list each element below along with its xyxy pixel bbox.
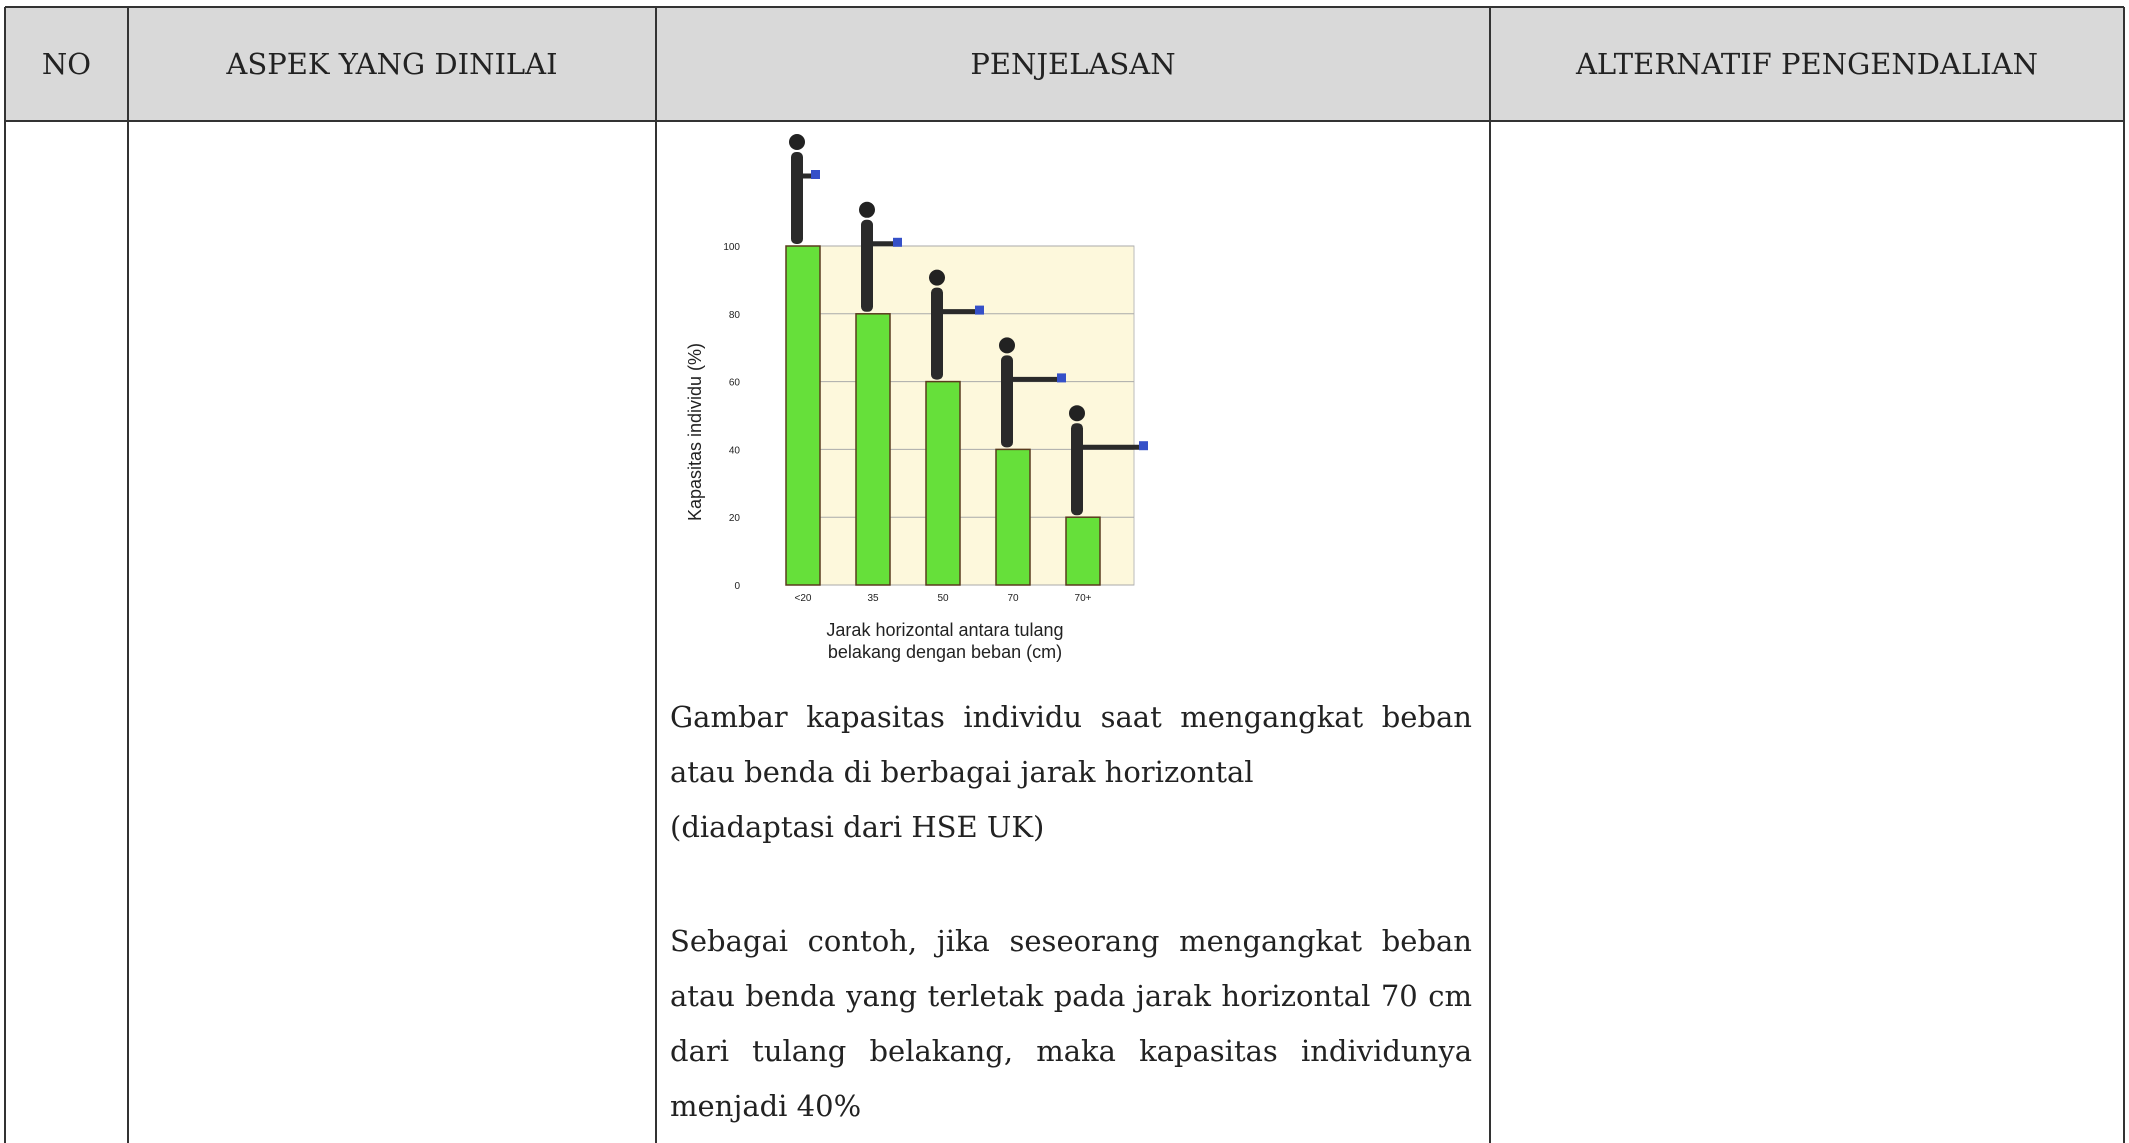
header-cell: ASPEK YANG DINILAI (128, 7, 656, 121)
x-axis-label: Jarak horizontal antara tulang (826, 620, 1063, 640)
person-head (1069, 405, 1085, 421)
caption-line: (diadaptasi dari HSE UK) (670, 800, 1472, 855)
x-tick-label: 70 (1007, 593, 1019, 604)
load-box (1139, 441, 1148, 450)
person-body (1001, 355, 1013, 447)
y-axis-label: Kapasitas individu (%) (685, 343, 705, 521)
y-tick-label: 0 (734, 581, 740, 592)
person-body (931, 288, 943, 380)
person-head (929, 270, 945, 286)
y-tick-label: 100 (723, 242, 740, 253)
header-cell: ALTERNATIF PENGENDALIAN (1490, 7, 2124, 121)
load-box (1057, 373, 1066, 382)
bar (856, 314, 890, 585)
person-head (859, 202, 875, 218)
example-text: Sebagai contoh, jika seseorang mengangka… (670, 914, 1472, 1134)
page: 0 20 40 60 80 100 <20 35 50 70 70+ Kapasitas indivi… (0, 0, 2129, 1143)
x-tick-label: 50 (937, 593, 949, 604)
caption: Gambar kapasitas individu saat mengangka… (670, 690, 1472, 855)
header-cell: PENJELASAN (656, 7, 1490, 121)
y-tick-label: 60 (729, 378, 741, 389)
load-box (975, 306, 984, 315)
example-paragraph: Sebagai contoh, jika seseorang mengangka… (670, 914, 1472, 1134)
x-tick-label: 35 (867, 593, 879, 604)
bar (926, 382, 960, 585)
person-body (791, 152, 803, 244)
y-tick-label: 40 (729, 445, 741, 456)
bar (1066, 517, 1100, 585)
load-box (893, 238, 902, 247)
person-body (861, 220, 873, 312)
y-tick-label: 80 (729, 310, 741, 321)
person-head (999, 337, 1015, 353)
figure-chart: 0 20 40 60 80 100 <20 35 50 70 70+ Kapasitas indivi… (685, 134, 1148, 662)
x-tick-label: 70+ (1075, 593, 1092, 604)
load-box (811, 170, 820, 179)
x-axis-label: belakang dengan beban (cm) (828, 642, 1062, 662)
person-body (1071, 423, 1083, 515)
x-tick-label: <20 (795, 593, 812, 604)
bar (786, 246, 820, 585)
y-tick-label: 20 (729, 513, 741, 524)
caption-line: Gambar kapasitas individu saat mengangka… (670, 690, 1472, 800)
header-cell: NO (5, 7, 128, 121)
person-head (789, 134, 805, 150)
bar (996, 449, 1030, 585)
